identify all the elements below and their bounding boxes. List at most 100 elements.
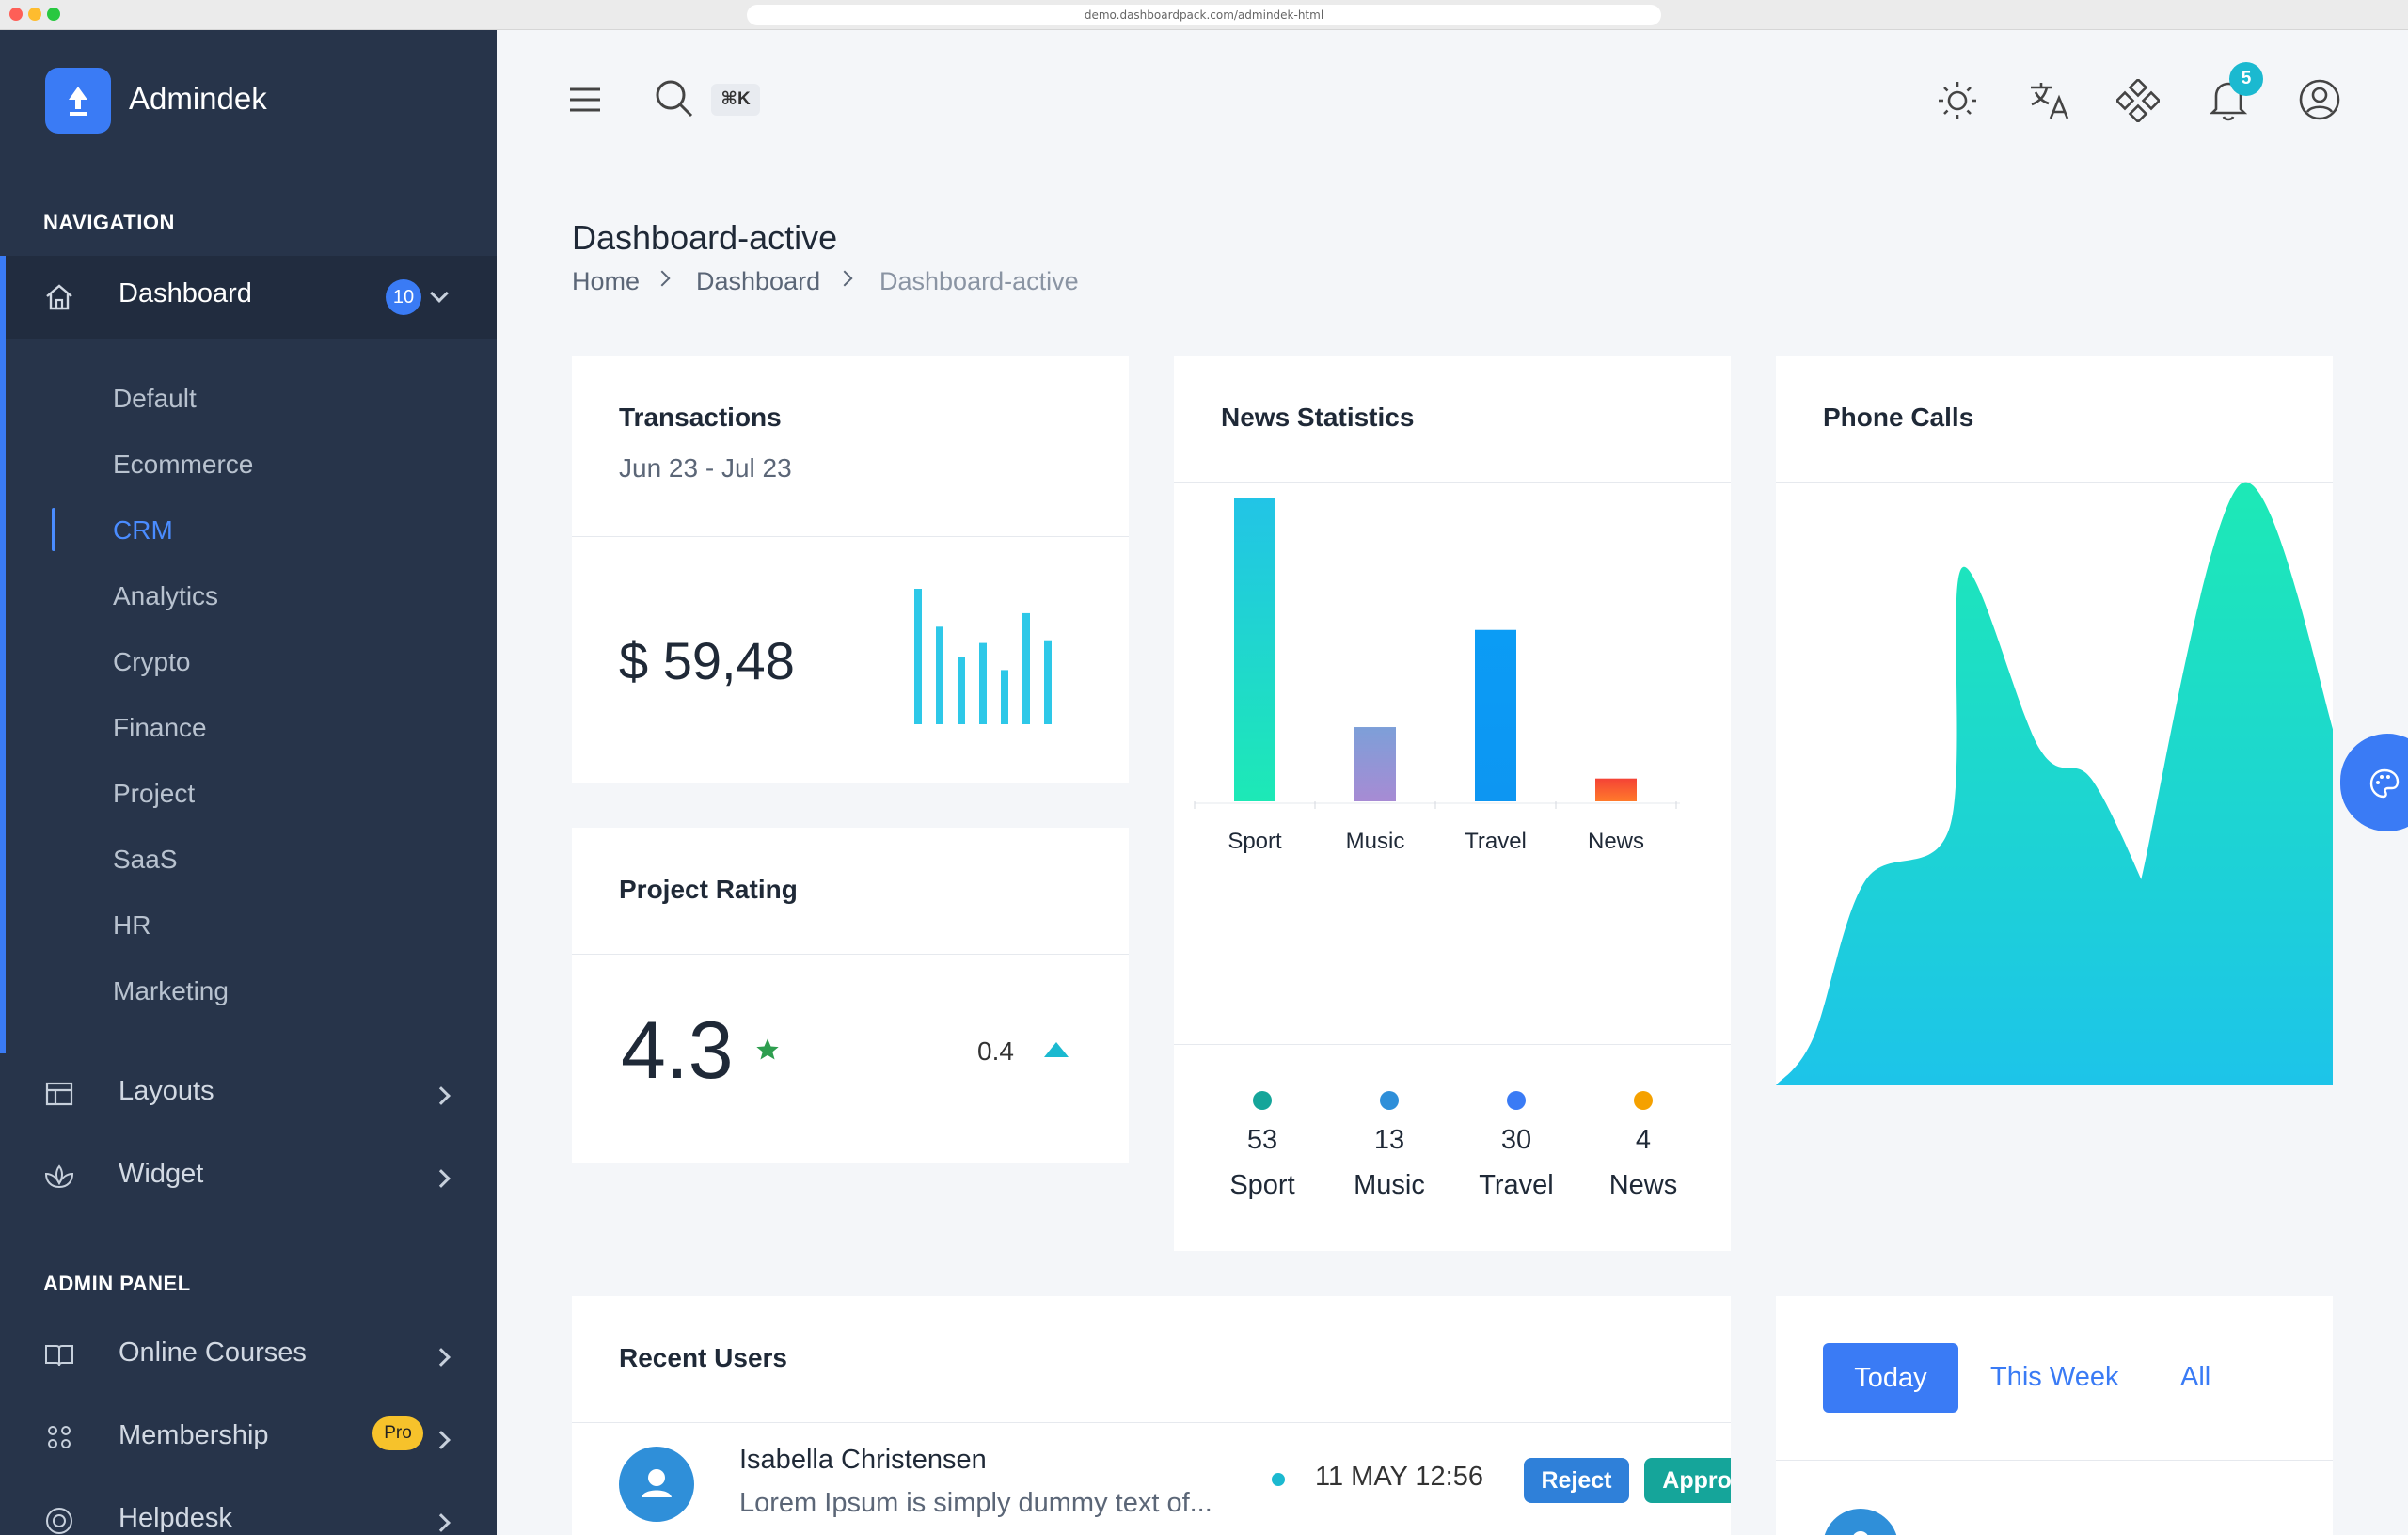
divider bbox=[1776, 482, 2333, 483]
stat-value: 53 bbox=[1246, 1125, 1278, 1155]
users-icon bbox=[48, 1426, 71, 1448]
divider bbox=[572, 536, 1129, 537]
layout-icon bbox=[45, 1082, 73, 1106]
dashboard-count-badge: 10 bbox=[386, 279, 421, 315]
sidebar-item-label: Online Courses bbox=[119, 1337, 307, 1368]
stat-value: 4 bbox=[1635, 1125, 1652, 1155]
sidebar-subitem-crypto[interactable]: Crypto bbox=[113, 647, 191, 676]
sidebar-subitem-project[interactable]: Project bbox=[113, 779, 196, 808]
sidebar-subitem-saas[interactable]: SaaS bbox=[113, 845, 178, 874]
sidebar-subitem-crm[interactable]: CRM bbox=[113, 515, 173, 545]
chevron-right-icon bbox=[432, 1513, 451, 1532]
phone-calls-area-chart bbox=[1776, 482, 2333, 1085]
palette-icon bbox=[2369, 768, 2400, 799]
spark-bar bbox=[936, 626, 943, 724]
x-tick-label: Travel bbox=[1465, 829, 1527, 854]
tab-today[interactable]: Today bbox=[1823, 1343, 1958, 1413]
divider bbox=[1174, 1044, 1731, 1045]
transactions-sparkline bbox=[914, 589, 1052, 724]
news-statistics-card: News Statistics Sport Music Travel News 53 … bbox=[1174, 356, 1731, 1251]
spark-bar bbox=[958, 657, 965, 724]
legend-dot bbox=[1507, 1091, 1526, 1110]
transactions-card: Transactions Jun 23 - Jul 23 $ 59,48 bbox=[572, 356, 1129, 783]
approve-button[interactable]: Approve bbox=[1644, 1458, 1731, 1503]
legend-dot bbox=[1253, 1091, 1272, 1110]
tab-this-week[interactable]: This Week bbox=[1990, 1362, 2119, 1392]
minimize-window-button[interactable] bbox=[28, 8, 41, 21]
sidebar-item-label: Helpdesk bbox=[119, 1503, 232, 1533]
stat-label: Sport bbox=[1229, 1170, 1295, 1200]
breadcrumb-home[interactable]: Home bbox=[572, 267, 641, 295]
divider bbox=[572, 954, 1129, 955]
bar-news bbox=[1595, 778, 1637, 801]
book-icon bbox=[45, 1345, 73, 1367]
sidebar-item-label: Membership bbox=[119, 1420, 269, 1450]
x-tick-label: News bbox=[1588, 829, 1644, 854]
search-icon[interactable] bbox=[653, 77, 696, 120]
spark-bar bbox=[914, 589, 922, 724]
tab-all[interactable]: All bbox=[2180, 1362, 2211, 1392]
pro-badge: Pro bbox=[372, 1416, 423, 1450]
sidebar-item-label: Dashboard bbox=[119, 278, 252, 309]
breadcrumb-separator-icon bbox=[836, 270, 853, 287]
trend-up-icon bbox=[1044, 1042, 1069, 1057]
breadcrumb-current: Dashboard-active bbox=[879, 267, 1079, 295]
sidebar-subitem-finance[interactable]: Finance bbox=[113, 713, 207, 742]
sun-icon[interactable] bbox=[1936, 79, 1979, 122]
divider bbox=[572, 1422, 1731, 1423]
active-indicator bbox=[52, 508, 55, 551]
project-rating-card: Project Rating 4.3 0.4 bbox=[572, 828, 1129, 1163]
bar-travel bbox=[1475, 629, 1516, 801]
notification-count-badge: 5 bbox=[2229, 62, 2263, 96]
legend-dot bbox=[1380, 1091, 1399, 1110]
address-bar[interactable]: demo.dashboardpack.com/admindek-html bbox=[747, 5, 1661, 25]
browser-chrome: demo.dashboardpack.com/admindek-html bbox=[0, 0, 2408, 30]
card-title: Project Rating bbox=[619, 875, 798, 904]
close-window-button[interactable] bbox=[9, 8, 23, 21]
chevron-right-icon bbox=[432, 1431, 451, 1449]
sidebar-item-label: Layouts bbox=[119, 1076, 214, 1106]
sidebar-subitem-hr[interactable]: HR bbox=[113, 910, 151, 940]
admin-section-title: ADMIN PANEL bbox=[43, 1272, 191, 1295]
spark-bar bbox=[1044, 640, 1052, 724]
user-icon bbox=[642, 1469, 672, 1497]
divider bbox=[1174, 482, 1731, 483]
menu-toggle-icon[interactable] bbox=[566, 81, 604, 119]
lifebuoy-icon bbox=[46, 1508, 72, 1534]
transactions-range: Jun 23 - Jul 23 bbox=[619, 453, 792, 483]
reject-button[interactable]: Reject bbox=[1524, 1458, 1629, 1503]
theme-customizer-button[interactable] bbox=[2340, 734, 2408, 831]
translate-icon[interactable] bbox=[2028, 79, 2071, 122]
spark-bar bbox=[979, 642, 987, 724]
activity-tabs-card bbox=[1776, 1296, 2333, 1535]
nav-section-title: NAVIGATION bbox=[43, 211, 175, 234]
lotus-icon bbox=[44, 1164, 74, 1189]
x-tick-label: Sport bbox=[1228, 829, 1282, 854]
page-title: Dashboard-active bbox=[572, 218, 838, 257]
chevron-down-icon bbox=[430, 284, 449, 303]
breadcrumb-separator-icon bbox=[654, 270, 671, 287]
breadcrumb-dashboard[interactable]: Dashboard bbox=[696, 267, 821, 295]
sidebar-subitem-default[interactable]: Default bbox=[113, 384, 197, 413]
avatar bbox=[619, 1447, 694, 1522]
divider bbox=[1776, 1460, 2333, 1461]
rating-delta: 0.4 bbox=[977, 1037, 1014, 1066]
sidebar-item-dashboard[interactable]: Dashboard 10 bbox=[0, 256, 497, 339]
sidebar-subitem-analytics[interactable]: Analytics bbox=[113, 581, 219, 610]
logo-icon bbox=[69, 87, 87, 116]
card-title: News Statistics bbox=[1221, 403, 1415, 432]
sidebar-subitem-ecommerce[interactable]: Ecommerce bbox=[113, 450, 254, 479]
phone-calls-card: Phone Calls bbox=[1776, 356, 2333, 1085]
stat-value: 30 bbox=[1500, 1125, 1532, 1155]
news-bar-chart: Sport Music Travel News bbox=[1194, 498, 1680, 854]
user-circle-icon[interactable] bbox=[2297, 77, 2342, 122]
sidebar-subitem-marketing[interactable]: Marketing bbox=[113, 976, 229, 1005]
logo[interactable] bbox=[45, 68, 111, 134]
apps-grid-icon[interactable] bbox=[2116, 79, 2160, 122]
spark-bar bbox=[1022, 612, 1030, 724]
maximize-window-button[interactable] bbox=[47, 8, 60, 21]
star-icon bbox=[756, 1038, 779, 1060]
chevron-right-icon bbox=[432, 1086, 451, 1105]
search-shortcut: ⌘K bbox=[711, 84, 760, 116]
bar-music bbox=[1354, 727, 1396, 801]
